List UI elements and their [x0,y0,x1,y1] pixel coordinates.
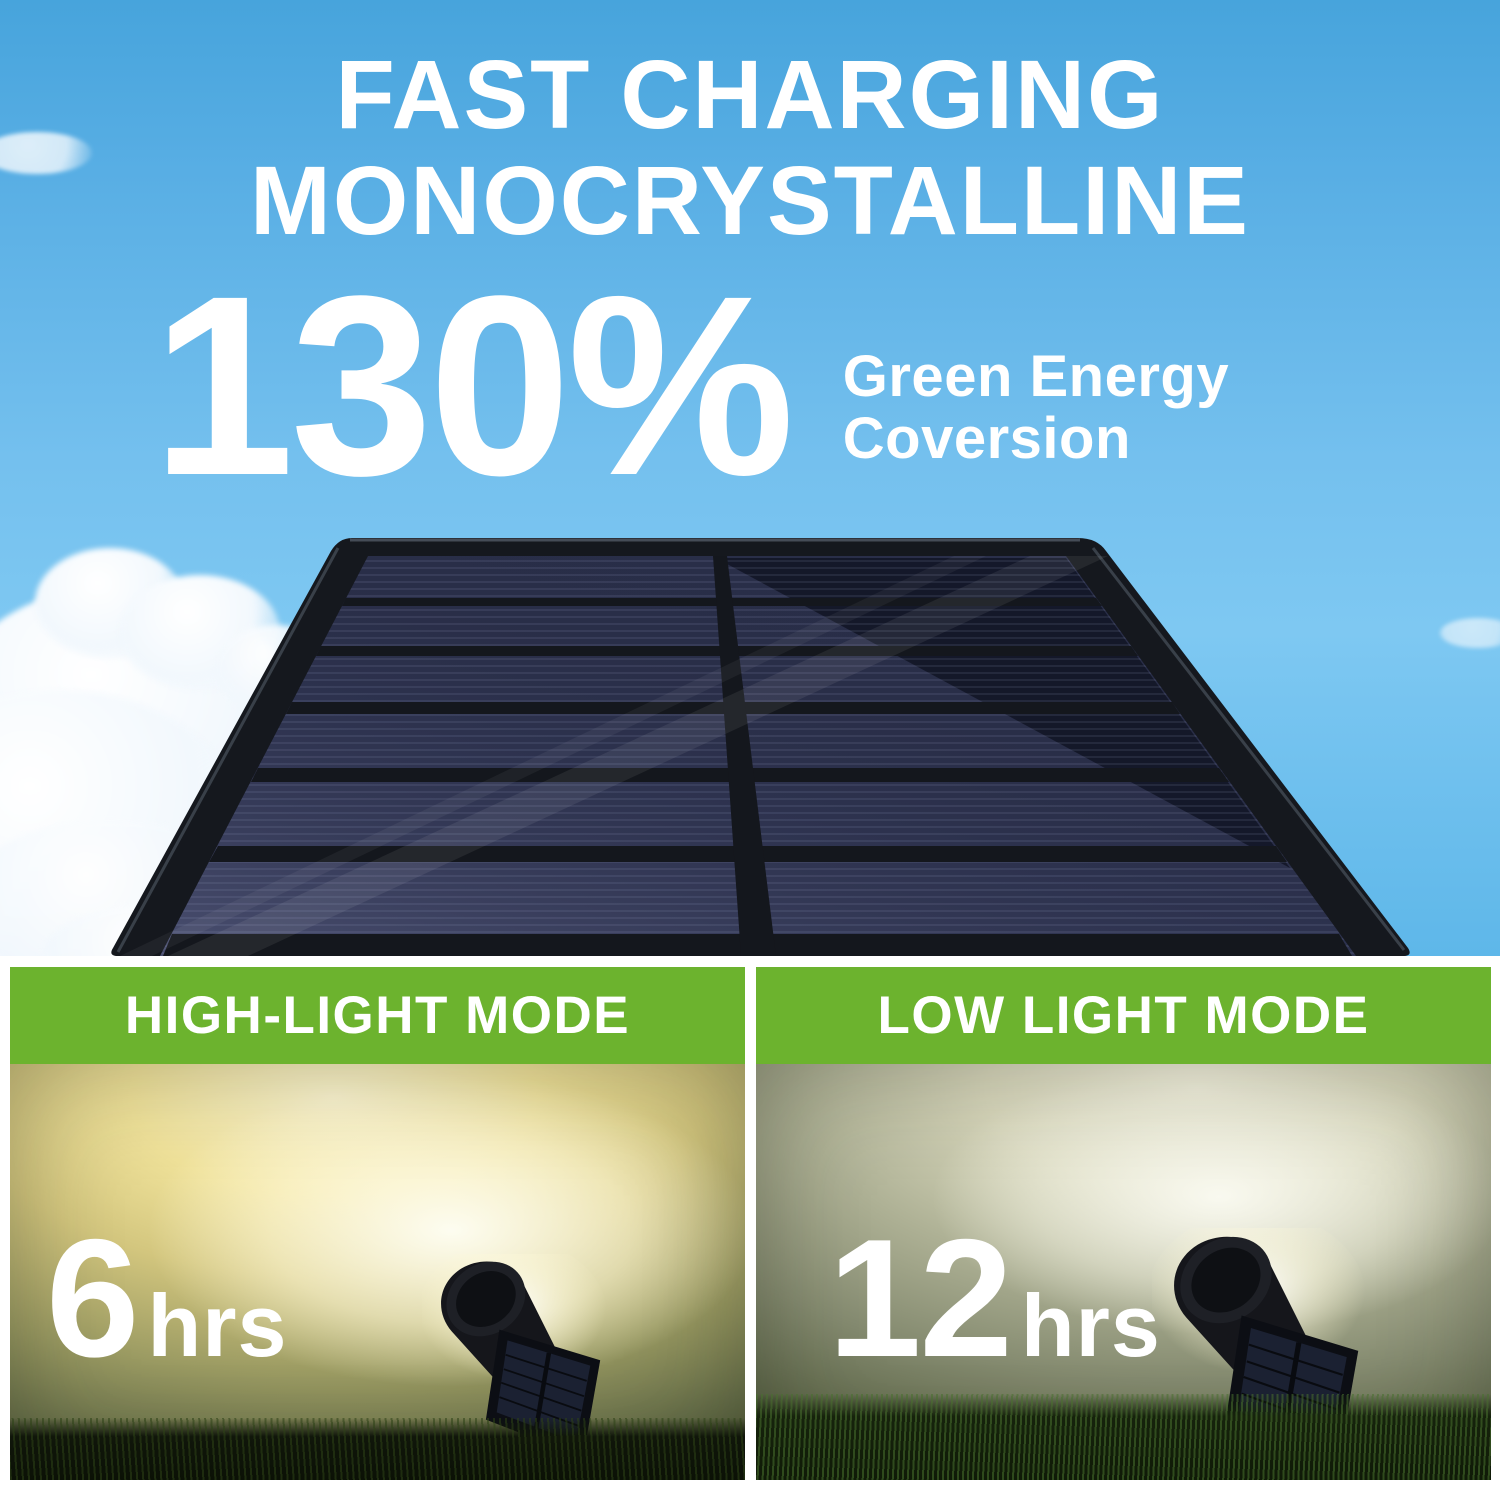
grass-graphic [10,1418,745,1480]
hero-title-line2: MONOCRYSTALLINE [250,145,1250,255]
stat-caption-line1: Green Energy [842,344,1230,409]
mode-card-low-light: LOW LIGHT MODE 12 hrs [756,967,1491,1480]
solar-panel-graphic [111,538,1410,956]
mode-card-high-light: HIGH-LIGHT MODE 6 hrs [10,967,745,1480]
mode-header-label: LOW LIGHT MODE [877,986,1370,1045]
mode-photo-low: 12 hrs [756,1064,1491,1480]
mode-header-low: LOW LIGHT MODE [756,967,1491,1064]
conversion-stat: 130% Green Energy Coversion [152,258,1229,514]
runtime-low: 12 hrs [828,1214,1161,1382]
hero-title: FAST CHARGING MONOCRYSTALLINE [0,42,1500,253]
cloud-wisp-graphic [0,132,92,174]
hero-title-line1: FAST CHARGING [335,40,1165,149]
grass-graphic [756,1394,1491,1480]
runtime-unit: hrs [147,1276,288,1375]
stat-caption: Green Energy Coversion [842,344,1230,472]
sky-section: FAST CHARGING MONOCRYSTALLINE 130% Green… [0,0,1500,956]
stat-caption-line2: Coversion [842,406,1131,472]
runtime-value: 12 [828,1204,1013,1392]
mode-photo-high: 6 hrs [10,1064,745,1480]
modes-section: HIGH-LIGHT MODE 6 hrs LOW LIGHT MODE [0,956,1500,1487]
cloud-wisp-graphic [1440,618,1500,648]
mode-header-label: HIGH-LIGHT MODE [124,986,631,1045]
runtime-high: 6 hrs [46,1214,287,1382]
stat-value: 130% [152,243,795,529]
runtime-value: 6 [46,1204,139,1392]
mode-header-high: HIGH-LIGHT MODE [10,967,745,1064]
runtime-unit: hrs [1020,1276,1161,1375]
